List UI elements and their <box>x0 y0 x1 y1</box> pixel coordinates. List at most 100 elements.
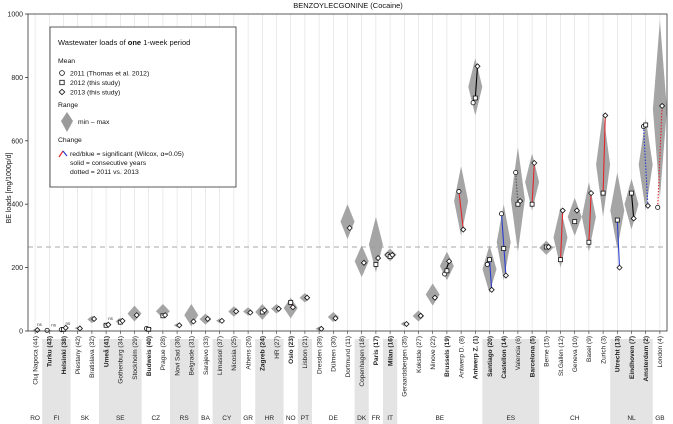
mean-2013-point <box>105 321 112 328</box>
mean-2013-point <box>545 243 552 251</box>
legend-range-head: Range <box>58 102 78 109</box>
mean-2013-point <box>289 304 296 311</box>
change-line <box>488 259 493 290</box>
change-line <box>500 213 507 276</box>
mean-2013-point <box>446 258 453 265</box>
legend-box <box>49 26 237 188</box>
country-bands <box>42 339 653 424</box>
city-label: Cluj Napoca (44) <box>32 336 39 385</box>
range-polygon <box>454 166 469 236</box>
ns-label: ns <box>37 322 43 327</box>
country-label: RS <box>180 415 190 422</box>
city-label: Bratislava (32) <box>89 336 96 378</box>
range-polygon <box>354 245 369 278</box>
city-label: Paris (17) <box>373 336 380 365</box>
city-label: Berne (15) <box>544 336 551 367</box>
mean-2012-point <box>529 201 535 207</box>
y-axis: 0 200 400 600 800 1000 <box>7 12 28 336</box>
y-tick-label: 0 <box>19 329 23 336</box>
y-tick-label: 600 <box>11 138 23 145</box>
country-label: FR <box>372 415 381 422</box>
mean-2011-point <box>44 327 50 333</box>
legend-mean-2013: 2013 (this study) <box>70 90 120 97</box>
mean-2012-point <box>288 300 294 305</box>
mean-2013-point <box>616 264 623 271</box>
country-label: BE <box>435 415 444 422</box>
country-band-ES <box>482 339 540 424</box>
city-label: Amsterdam (2) <box>643 336 650 382</box>
city-label: Basel (9) <box>586 336 593 362</box>
mean-2013-point <box>332 315 339 322</box>
country-label: ES <box>506 415 515 422</box>
range-polygon <box>327 311 339 323</box>
change-line <box>616 220 621 268</box>
mean-2011-point <box>484 261 490 267</box>
change-line <box>642 126 649 206</box>
blue-line-icon <box>62 150 68 157</box>
change-line <box>657 105 663 208</box>
mean-2013-point <box>644 202 651 209</box>
mean-2013-point <box>630 215 637 222</box>
mean-2013-point <box>403 320 410 328</box>
mean-2013-point <box>531 159 538 167</box>
country-label: DE <box>329 415 339 422</box>
mean-2013-point <box>573 207 580 214</box>
mean-2012-point <box>572 219 578 225</box>
legend: Wastewater loads of one 1-week period Me… <box>49 26 237 188</box>
country-label: SE <box>116 415 125 422</box>
mean-2013-point <box>176 322 183 329</box>
range-polygon <box>243 307 254 316</box>
country-band-FI <box>42 339 71 424</box>
range-polygon <box>155 304 170 319</box>
mean-2012-point <box>586 239 592 245</box>
mean-2011-point <box>456 189 462 195</box>
mean-2011-point <box>655 204 661 210</box>
mean-2013-point <box>517 197 524 205</box>
legend-change-line-1: red/blue = significant (Wilcox, α=0.05) <box>70 151 184 158</box>
country-band-IT <box>383 339 398 424</box>
city-label: Utrecht (13) <box>615 336 622 372</box>
city-label: London (4) <box>657 336 664 367</box>
mean-2013-point <box>218 317 225 324</box>
country-label: CH <box>570 415 580 422</box>
mean-2012-point <box>373 262 379 267</box>
city-label: Geraardsbergen (35) <box>402 336 409 397</box>
city-label: Brussels (19) <box>444 336 451 377</box>
city-label: Valencia (6) <box>515 336 522 370</box>
y-tick-label: 200 <box>11 265 23 272</box>
country-band-SE <box>99 339 142 424</box>
change-line <box>458 191 464 230</box>
city-label: Limassol (37) <box>217 336 224 375</box>
mean-2013-point <box>389 251 396 258</box>
country-label: HR <box>265 415 275 422</box>
mean-2013-point <box>375 255 382 262</box>
y-tick-label: 800 <box>11 75 23 82</box>
change-line <box>515 172 519 205</box>
range-polygon <box>525 153 540 211</box>
country-label: NO <box>286 415 296 422</box>
city-label: Dresden (39) <box>316 336 323 374</box>
y-axis-label: BE loads [mg/1000p/d] <box>6 153 13 224</box>
city-label: Oslo (23) <box>288 336 295 364</box>
range-polygon <box>553 207 568 268</box>
legend-change-line-3: dotted = 2011 vs. 2013 <box>70 169 139 176</box>
mean-2013-point <box>304 294 311 301</box>
circle-marker-icon <box>59 70 65 76</box>
legend-change-head: Change <box>58 137 82 144</box>
change-line <box>559 210 564 260</box>
city-label: Novi Sad (36) <box>174 336 181 376</box>
legend-mean-head: Mean <box>58 58 75 65</box>
city-label: Athens (26) <box>245 336 252 370</box>
mean-2012-point <box>515 201 521 207</box>
country-band-HR <box>255 339 284 424</box>
ns-label: ns <box>108 316 114 321</box>
country-band-RS <box>170 339 199 424</box>
range-polygon <box>340 204 355 240</box>
mean-2012-point <box>472 95 478 101</box>
city-label: Zagreb (24) <box>260 336 267 371</box>
country-label: SK <box>80 415 89 422</box>
range-polygon <box>127 305 142 322</box>
mean-2013-point <box>261 307 268 314</box>
chart-title: BENZOYLECGONINE (Cocaine) <box>293 1 403 10</box>
city-label: Lisbon (21) <box>302 336 309 369</box>
